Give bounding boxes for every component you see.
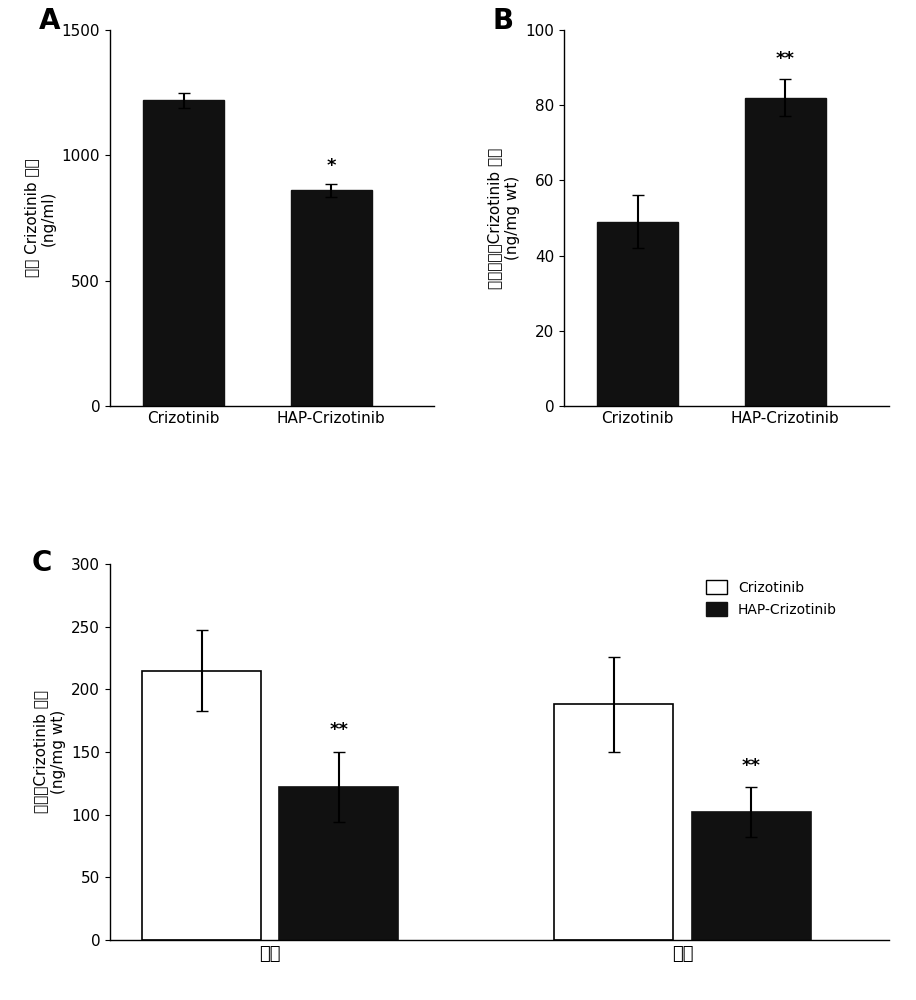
Text: A: A [38, 7, 60, 35]
Y-axis label: 组织内Crizotinib 水平
(ng/mg wt): 组织内Crizotinib 水平 (ng/mg wt) [33, 690, 66, 813]
Bar [142, 671, 261, 940]
Legend: Crizotinib, HAP-Crizotinib: Crizotinib, HAP-Crizotinib [701, 575, 843, 622]
Bar [290, 190, 372, 406]
Bar [745, 98, 826, 406]
Text: *: * [326, 157, 336, 175]
Bar [554, 704, 673, 940]
Bar [143, 100, 224, 406]
Text: **: ** [742, 757, 760, 775]
Text: **: ** [776, 50, 795, 68]
Text: C: C [32, 549, 52, 577]
Bar [692, 812, 811, 940]
Y-axis label: 血浆 Crizotinib 浓度
(ng/ml): 血浆 Crizotinib 浓度 (ng/ml) [24, 159, 56, 277]
Bar [279, 787, 398, 940]
Text: B: B [493, 7, 514, 35]
Y-axis label: 肿瘤组织内Crizotinib 水平
(ng/mg wt): 肿瘤组织内Crizotinib 水平 (ng/mg wt) [487, 147, 520, 289]
Text: **: ** [330, 721, 348, 739]
Bar [597, 222, 679, 406]
